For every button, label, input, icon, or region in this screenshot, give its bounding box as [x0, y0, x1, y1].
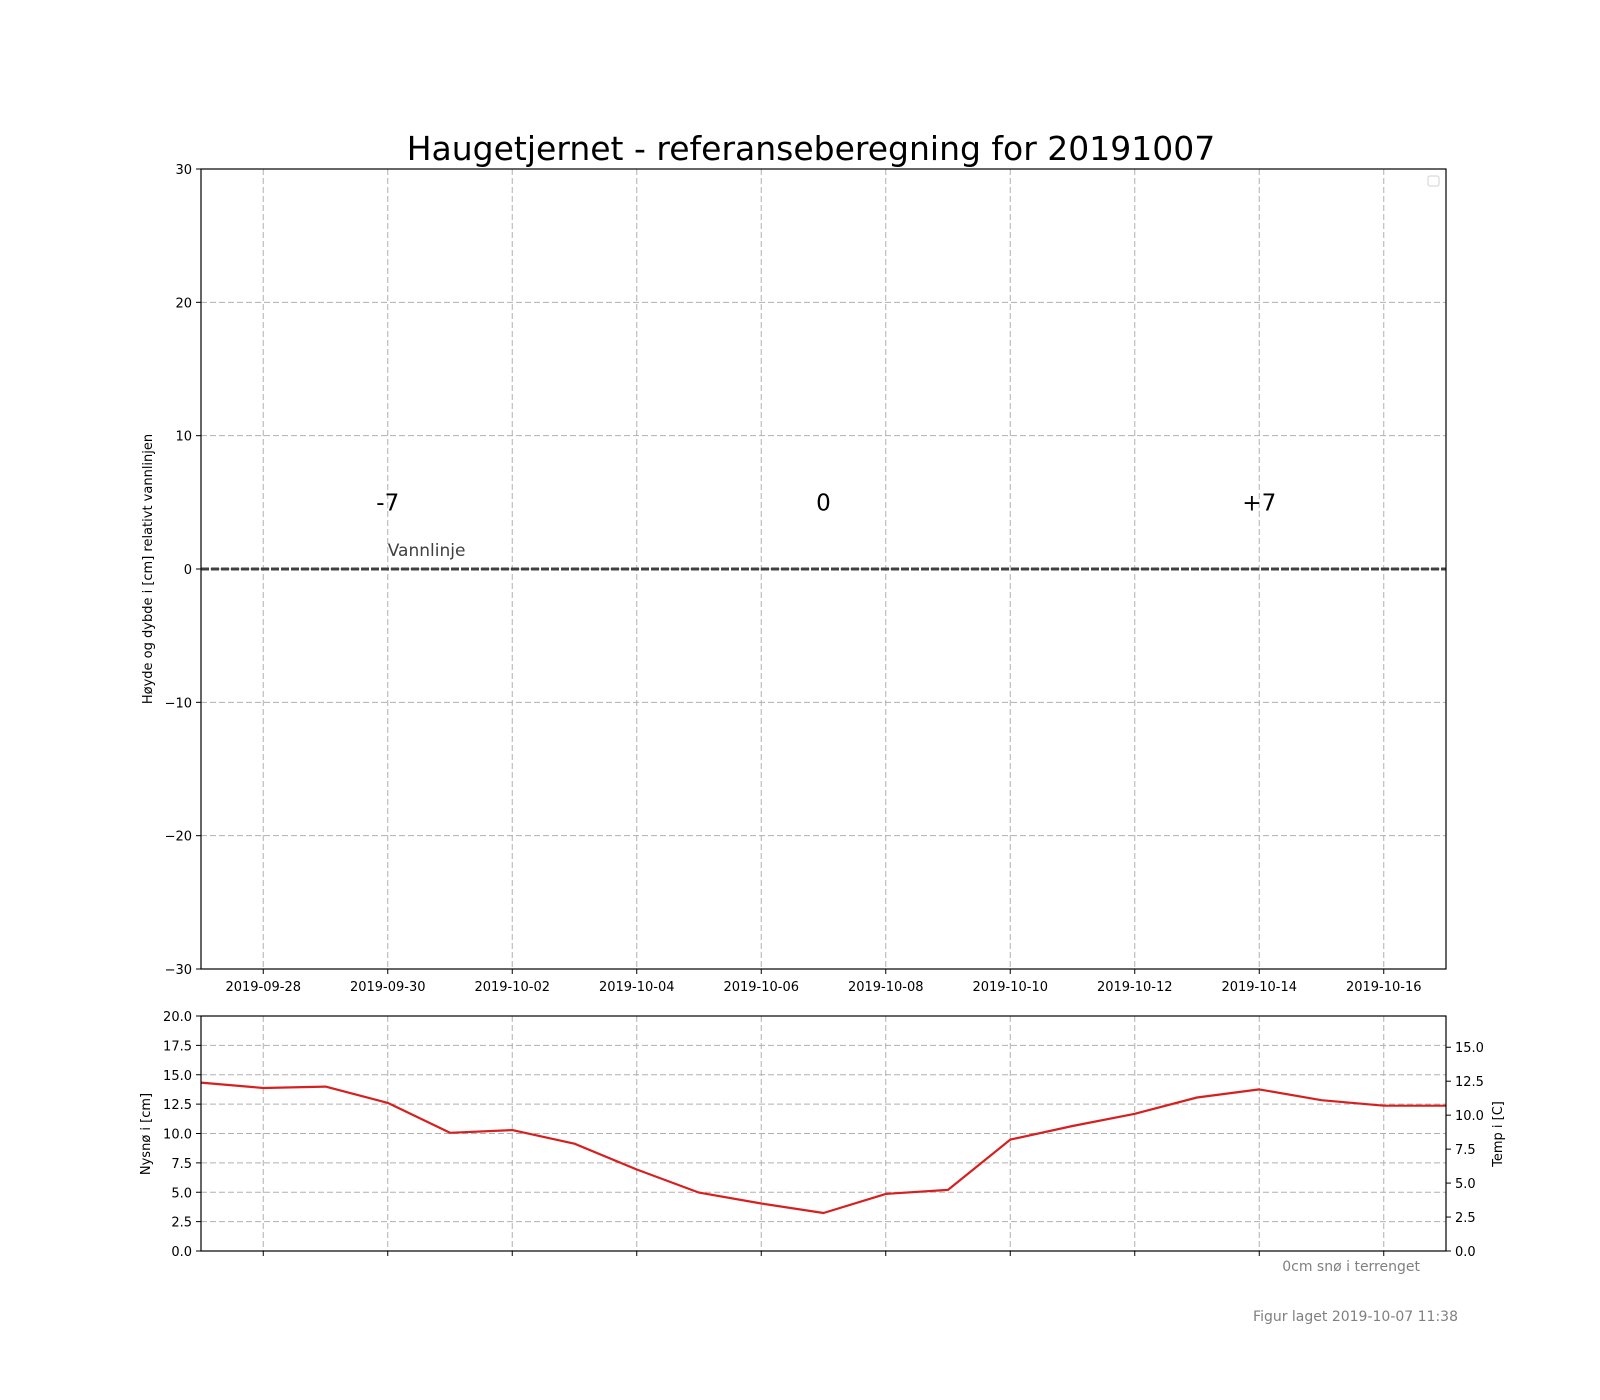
- main-x-tick-label: 2019-09-30: [350, 980, 426, 995]
- main-x-tick-label: 2019-10-06: [723, 980, 799, 995]
- main-x-tick-label: 2019-10-08: [848, 980, 924, 995]
- lower-right-y-tick-label: 12.5: [1455, 1075, 1484, 1090]
- main-y-tick-label: 10: [175, 430, 192, 445]
- main-x-tick-label: 2019-10-10: [972, 980, 1048, 995]
- lower-grid: [201, 1015, 1446, 1252]
- day-offset-label: 0: [816, 490, 831, 516]
- chart-title: Haugetjernet - referanseberegning for 20…: [407, 129, 1216, 168]
- lower-right-y-tick-label: 2.5: [1455, 1211, 1476, 1226]
- main-x-tick-label: 2019-10-04: [599, 980, 675, 995]
- lower-right-y-tick-label: 0.0: [1455, 1245, 1476, 1260]
- main-x-tick-label: 2019-10-16: [1346, 980, 1422, 995]
- lower-right-y-axis-label: Temp i [C]: [1491, 1101, 1506, 1168]
- figure-timestamp: Figur laget 2019-10-07 11:38: [1253, 1309, 1458, 1325]
- waterline-layer: Vannlinje: [201, 541, 1446, 571]
- waterline-label: Vannlinje: [388, 541, 466, 561]
- main-y-ticks: 30 20 10 0 −10 −20 −30: [165, 163, 201, 978]
- main-x-tick-label: 2019-10-12: [1097, 980, 1173, 995]
- lower-y-tick-label: 12.5: [163, 1098, 192, 1113]
- main-x-ticks: 2019-09-28 2019-09-30 2019-10-02 2019-10-04…: [225, 969, 1422, 995]
- main-y-axis-label: Høyde og dybde i [cm] relativt vannlinje…: [141, 434, 156, 704]
- main-y-tick-label: −10: [165, 696, 192, 711]
- lower-y-tick-label: 0.0: [171, 1245, 192, 1260]
- lower-right-y-tick-label: 5.0: [1455, 1177, 1476, 1192]
- day-offset-label: -7: [376, 490, 399, 516]
- lower-y-tick-label: 20.0: [163, 1010, 192, 1025]
- lower-right-y-tick-label: 15.0: [1455, 1041, 1484, 1056]
- main-annotations: -7 0 +7: [376, 490, 1276, 516]
- main-x-tick-label: 2019-10-14: [1221, 980, 1297, 995]
- lower-y-tick-label: 5.0: [171, 1186, 192, 1201]
- main-y-tick-label: −20: [165, 830, 192, 845]
- lower-right-y-ticks: 15.0 12.5 10.0 7.5 5.0 2.5 0.0: [1446, 1041, 1484, 1260]
- lower-y-axis-label: Nysnø i [cm]: [139, 1093, 154, 1175]
- lower-y-tick-label: 17.5: [163, 1039, 192, 1054]
- lower-right-y-tick-label: 10.0: [1455, 1109, 1484, 1124]
- empty-legend-box: [1427, 175, 1440, 187]
- main-x-tick-label: 2019-10-02: [474, 980, 550, 995]
- snow-annotation: 0cm snø i terrenget: [1282, 1259, 1420, 1275]
- main-y-tick-label: 30: [175, 163, 192, 178]
- main-y-tick-label: 20: [175, 296, 192, 311]
- main-y-tick-label: −30: [165, 963, 192, 978]
- lower-y-tick-label: 15.0: [163, 1069, 192, 1084]
- lower-y-tick-label: 7.5: [171, 1157, 192, 1172]
- main-x-tick-label: 2019-09-28: [225, 980, 301, 995]
- lower-y-tick-label: 2.5: [171, 1216, 192, 1231]
- lower-y-tick-label: 10.0: [163, 1128, 192, 1143]
- lower-left-y-ticks: 20.0 17.5 15.0 12.5 10.0 7.5 5.0 2.5 0.0: [163, 1010, 201, 1260]
- main-y-tick-label: 0: [184, 563, 192, 578]
- lower-right-y-tick-label: 7.5: [1455, 1143, 1476, 1158]
- lower-x-ticks: [262, 1251, 1385, 1256]
- temperature-line: [200, 1081, 1446, 1215]
- main-grid: [201, 168, 1446, 970]
- day-offset-label: +7: [1242, 490, 1276, 516]
